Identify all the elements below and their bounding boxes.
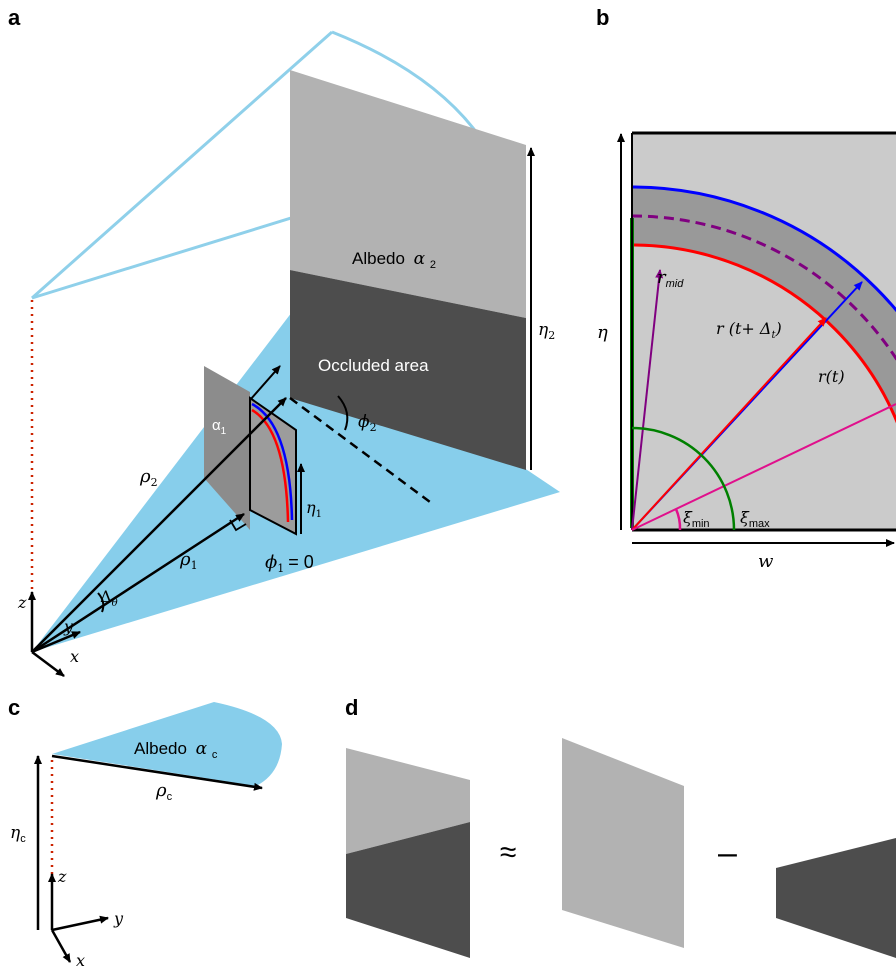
- rho1-vector: [31, 512, 245, 654]
- r-mid-arrow: [631, 269, 664, 531]
- xi-max-label: ξmax: [740, 508, 770, 530]
- dark-wedge: [776, 838, 896, 958]
- xi-min-label: ξmin: [683, 508, 710, 530]
- w-axis-label: w: [758, 551, 774, 572]
- delta-theta-label: Δθ: [100, 587, 118, 609]
- phi1-label: ϕ1 = 0: [265, 552, 314, 575]
- wall-occluded-region: [290, 270, 526, 470]
- panel-b: rmid r (t+ Δt) r(t) ξmin ξmax η w: [597, 131, 896, 572]
- rho2-vector: [31, 397, 287, 653]
- axis-x-label-a: x: [70, 647, 79, 666]
- purple-dashed-arc: [632, 214, 896, 362]
- wall-lit-region: [290, 70, 526, 318]
- rho1-label: ρ1: [179, 549, 198, 572]
- axis-y-label-a: y: [63, 617, 74, 636]
- right-angle-marker: [229, 519, 247, 532]
- full-lit-wall: [562, 738, 684, 948]
- rho-c-label: ρc: [155, 780, 173, 803]
- axis-z-label-a: z: [17, 593, 27, 612]
- axis-z-label-c: z: [57, 867, 67, 886]
- r-t-arrow: [631, 317, 827, 531]
- wall-offset-arrow: [249, 365, 281, 401]
- panel-label-b: b: [596, 5, 609, 30]
- small-wall-blue-curve: [251, 402, 294, 521]
- axis-y-a: [31, 630, 81, 654]
- axis-y-c: [51, 915, 109, 932]
- alpha1-label: α1: [212, 417, 227, 437]
- axis-x-c: [50, 929, 72, 963]
- delta-theta-arc: [97, 592, 105, 613]
- blue-arc: [632, 185, 896, 313]
- panel-label-c: c: [8, 695, 20, 720]
- occluded-area-label: Occluded area: [318, 356, 429, 375]
- albedo2-label: Albedo α 2: [352, 249, 436, 271]
- composite-wall-lit: [346, 748, 470, 854]
- rho2-label: ρ2: [139, 466, 158, 489]
- composite-wall-dark: [346, 822, 470, 958]
- r-t-delta-label: r (t+ Δt): [716, 319, 782, 341]
- panel-label-a: a: [8, 5, 21, 30]
- panel-d: ≈ –: [346, 738, 896, 958]
- minus-sign: –: [718, 834, 737, 872]
- eta-c-label: ηc: [10, 823, 26, 845]
- panel-label-d: d: [345, 695, 358, 720]
- small-wall-red-curve: [251, 408, 290, 523]
- phi2-arc: [337, 395, 349, 431]
- arc-band: [632, 187, 896, 420]
- eta2-label: η2: [538, 320, 555, 342]
- axis-x-a: [31, 651, 65, 677]
- xi-max-arc: [631, 426, 736, 531]
- axis-x-label-c: x: [76, 951, 85, 970]
- panel-c: Albedo α c ρc ηc z y x: [10, 702, 282, 970]
- red-arc: [632, 243, 896, 424]
- phi2-label: ϕ2: [358, 412, 377, 434]
- rho-c-vector: [51, 754, 263, 791]
- r-mid-label: rmid: [657, 267, 684, 290]
- albedo-c-region: [52, 702, 282, 786]
- eta-axis-label: η: [597, 322, 608, 343]
- r-t-label: r(t): [818, 367, 845, 386]
- panel-a: Albedo α 2 Occluded area η2 ϕ2 α1 η1: [17, 30, 560, 677]
- eta1-label: η1: [306, 498, 322, 520]
- small-wall: [249, 396, 297, 536]
- albedo-c-label: Albedo α c: [134, 739, 218, 761]
- xi-min-arc: [674, 508, 682, 531]
- axis-y-label-c: y: [113, 909, 124, 928]
- occluder-alpha1: [204, 366, 250, 530]
- approx-sign: ≈: [500, 836, 516, 869]
